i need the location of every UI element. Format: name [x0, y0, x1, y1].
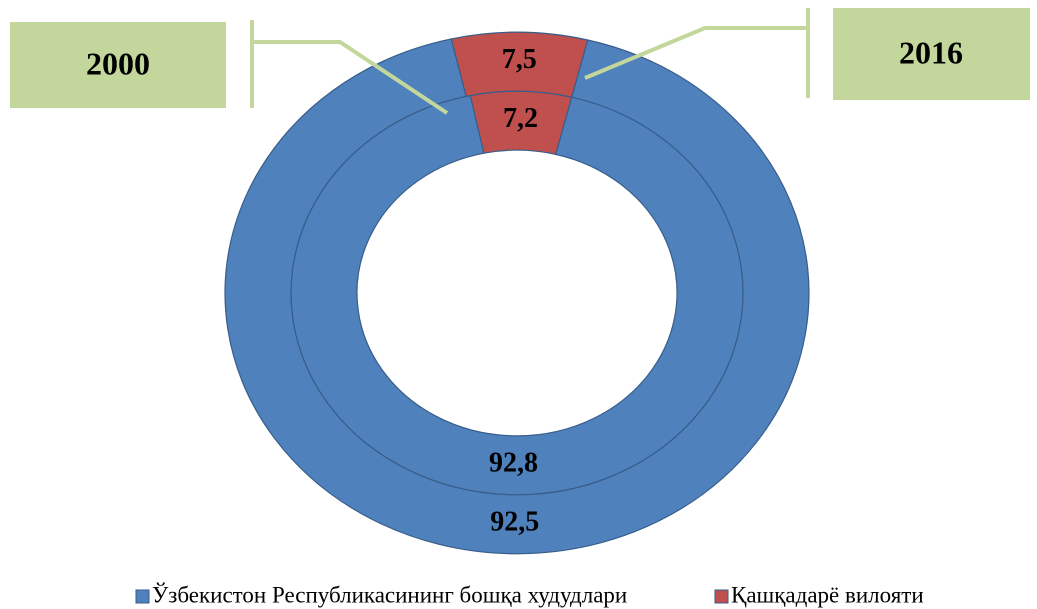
- value-label: 7,2: [503, 103, 538, 134]
- leader-line: [584, 26, 808, 80]
- donut-segment: [290, 94, 744, 496]
- value-label: 92,8: [489, 448, 538, 479]
- series-box: [10, 22, 226, 108]
- legend-label: Қашқадарё вилояти: [731, 582, 924, 607]
- series-label: 2000: [86, 45, 150, 81]
- legend-swatch: [714, 589, 729, 604]
- donut-segment: [224, 38, 810, 555]
- value-label: 92,5: [490, 507, 539, 538]
- value-label: 7,5: [502, 44, 537, 75]
- legend-label: Ўзбекистон Республикасининг бошқа худудл…: [152, 582, 627, 607]
- rings: 92,8 7,2 92,5 7,5: [224, 31, 810, 555]
- leader-line: [252, 40, 449, 115]
- series-box: [833, 8, 1030, 100]
- donut-segment: [450, 31, 589, 98]
- legend: Ўзбекистон Республикасининг бошқа худудл…: [135, 582, 924, 607]
- leader-lines: [250, 8, 810, 115]
- legend-swatch: [135, 589, 150, 604]
- series-label: 2016: [899, 34, 963, 70]
